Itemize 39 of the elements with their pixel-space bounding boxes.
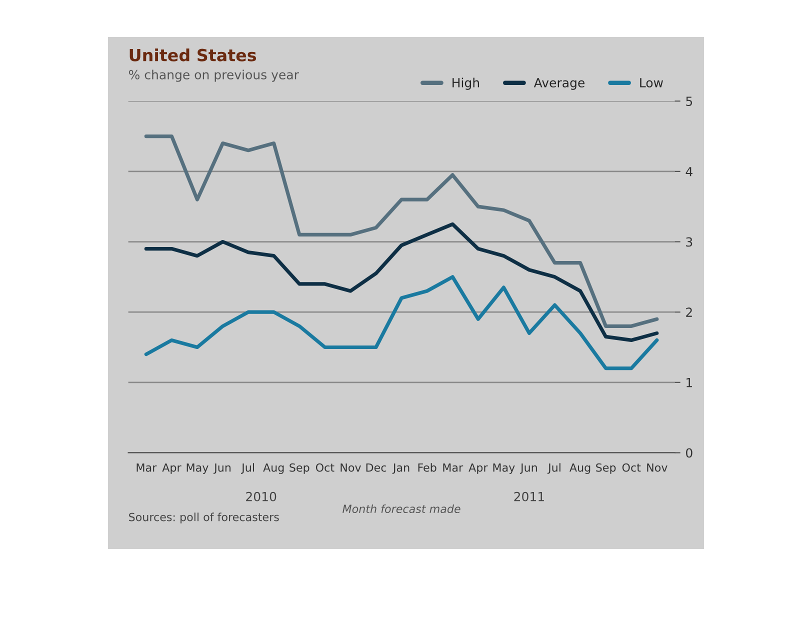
y-tick-label: 4 <box>686 167 692 176</box>
y-tick-label: 2 <box>686 308 692 317</box>
y-tick-label: 5 <box>686 96 692 106</box>
chart-subtitle: % change on previous year <box>128 70 299 82</box>
legend-label: High <box>452 78 480 90</box>
y-tick-label: 3 <box>686 237 692 247</box>
x-tick-label: Nov <box>340 463 361 472</box>
x-tick-label: Nov <box>647 463 668 472</box>
x-tick-label: Mar <box>136 463 157 472</box>
chart-title: United States <box>130 48 256 62</box>
x-tick-label: Oct <box>316 463 334 472</box>
x-tick-label: Jun <box>214 463 231 474</box>
x-tick-label: Oct <box>622 463 641 472</box>
x-tick-label: May <box>186 463 208 474</box>
x-tick-label: Sep <box>596 463 616 474</box>
legend-label: Average <box>534 78 584 90</box>
y-tick-label: 0 <box>686 448 692 458</box>
line-series <box>144 134 659 328</box>
x-tick-label: Jul <box>547 463 560 474</box>
x-tick-label: Feb <box>418 463 436 472</box>
legend-label: Low <box>640 78 663 88</box>
line-series <box>144 222 659 342</box>
text: 2011 <box>514 492 544 502</box>
line-series <box>144 275 659 370</box>
x-tick-label: Mar <box>443 463 464 472</box>
x-tick-label: Dec <box>366 463 386 472</box>
x-axis-title: Month forecast made <box>342 504 460 514</box>
y-tick-label: 1 <box>686 378 692 388</box>
x-tick-label: Jun <box>520 463 537 474</box>
source-note: Sources: poll of forecasters <box>129 512 279 524</box>
x-tick-label: May <box>493 463 515 474</box>
x-tick-label: Aug <box>263 463 284 474</box>
x-tick-label: Apr <box>162 463 182 474</box>
x-tick-label: Aug <box>570 463 590 474</box>
x-tick-label: Sep <box>290 463 310 474</box>
x-tick-label: Apr <box>468 463 488 474</box>
x-tick-label: Jan <box>392 463 410 474</box>
text: 2010 <box>246 492 276 502</box>
x-tick-label: Jul <box>241 463 254 474</box>
